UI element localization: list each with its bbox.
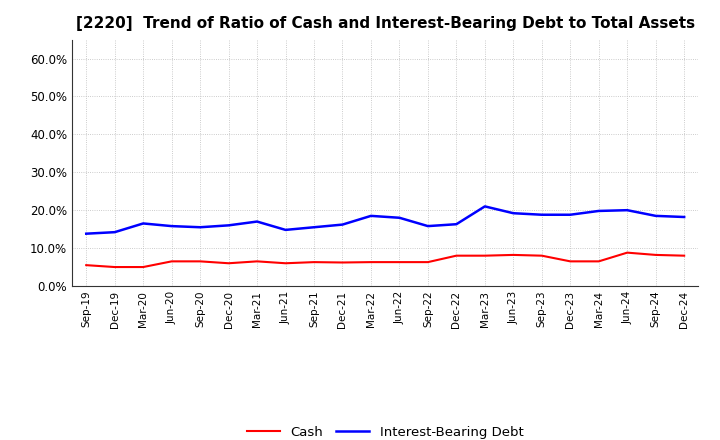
Cash: [282, 260, 290, 266]
Interest-Bearing Debt: [82, 231, 91, 236]
Cash: [595, 259, 603, 264]
Interest-Bearing Debt: [537, 212, 546, 217]
Interest-Bearing Debt: [652, 213, 660, 219]
Cash: [196, 259, 204, 264]
Interest-Bearing Debt: [310, 224, 318, 230]
Cash: [167, 259, 176, 264]
Interest-Bearing Debt: [452, 222, 461, 227]
Cash: [566, 259, 575, 264]
Interest-Bearing Debt: [623, 208, 631, 213]
Title: [2220]  Trend of Ratio of Cash and Interest-Bearing Debt to Total Assets: [2220] Trend of Ratio of Cash and Intere…: [76, 16, 695, 32]
Cash: [452, 253, 461, 258]
Cash: [423, 260, 432, 265]
Legend: Cash, Interest-Bearing Debt: Cash, Interest-Bearing Debt: [241, 421, 529, 440]
Cash: [139, 264, 148, 270]
Cash: [680, 253, 688, 258]
Cash: [480, 253, 489, 258]
Line: Interest-Bearing Debt: Interest-Bearing Debt: [86, 206, 684, 234]
Cash: [366, 260, 375, 265]
Interest-Bearing Debt: [225, 223, 233, 228]
Cash: [310, 260, 318, 265]
Cash: [253, 259, 261, 264]
Cash: [82, 263, 91, 268]
Interest-Bearing Debt: [595, 208, 603, 213]
Interest-Bearing Debt: [167, 224, 176, 229]
Interest-Bearing Debt: [282, 227, 290, 232]
Interest-Bearing Debt: [423, 224, 432, 229]
Interest-Bearing Debt: [395, 215, 404, 220]
Interest-Bearing Debt: [196, 224, 204, 230]
Interest-Bearing Debt: [480, 204, 489, 209]
Cash: [652, 252, 660, 257]
Cash: [623, 250, 631, 255]
Cash: [225, 260, 233, 266]
Interest-Bearing Debt: [680, 214, 688, 220]
Interest-Bearing Debt: [110, 230, 119, 235]
Cash: [395, 260, 404, 265]
Cash: [338, 260, 347, 265]
Cash: [509, 252, 518, 257]
Cash: [537, 253, 546, 258]
Interest-Bearing Debt: [139, 221, 148, 226]
Cash: [110, 264, 119, 270]
Interest-Bearing Debt: [366, 213, 375, 219]
Line: Cash: Cash: [86, 253, 684, 267]
Interest-Bearing Debt: [253, 219, 261, 224]
Interest-Bearing Debt: [338, 222, 347, 227]
Interest-Bearing Debt: [509, 211, 518, 216]
Interest-Bearing Debt: [566, 212, 575, 217]
